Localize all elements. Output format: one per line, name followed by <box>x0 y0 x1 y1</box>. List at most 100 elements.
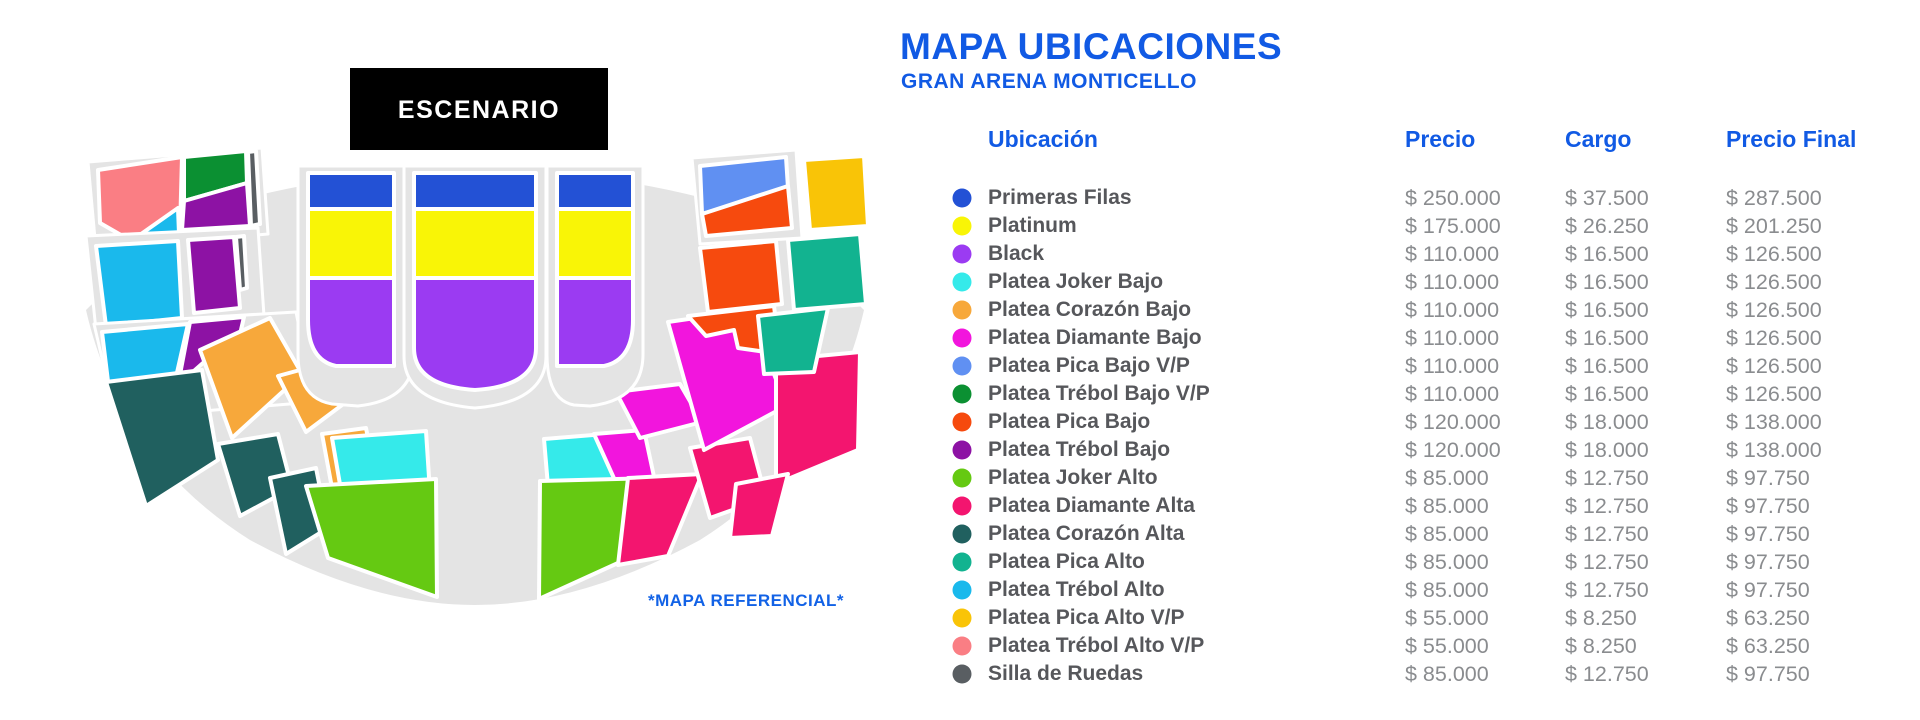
table-row: Platea Pica Alto V/P $ 55.000 $ 8.250 $ 63.… <box>952 604 1920 632</box>
precio-final-value: $ 126.500 <box>1726 241 1822 266</box>
section-name: Platea Pica Bajo <box>988 410 1151 433</box>
legend-color-cell <box>952 216 988 236</box>
table-row: Platea Diamante Bajo $ 110.000 $ 16.500 $ 1… <box>952 324 1920 352</box>
cargo-value: $ 37.500 <box>1565 185 1649 210</box>
legend-color-dot <box>952 328 972 348</box>
precio-final-value: $ 138.000 <box>1726 409 1822 434</box>
legend-color-dot <box>952 496 972 516</box>
legend-color-dot <box>952 272 972 292</box>
section-joker-alto-left <box>304 477 439 599</box>
cargo-value: $ 16.500 <box>1565 353 1649 378</box>
legend-color-dot <box>952 524 972 544</box>
section-name: Platea Pica Alto <box>988 550 1145 573</box>
legend-color-cell <box>952 580 988 600</box>
section-diamante-alta-right <box>616 472 704 567</box>
table-row: Platea Joker Alto $ 85.000 $ 12.750 $ 97.75… <box>952 464 1920 492</box>
legend-color-cell <box>952 328 988 348</box>
legend-color-dot <box>952 664 972 684</box>
precio-value: $ 110.000 <box>1405 269 1500 294</box>
section-name: Platea Pica Bajo V/P <box>988 354 1190 377</box>
section-platinum-3 <box>555 207 635 280</box>
precio-value: $ 85.000 <box>1405 549 1489 574</box>
section-trebol-bajo-mid <box>186 235 242 315</box>
precio-value: $ 110.000 <box>1405 381 1500 406</box>
precio-final-value: $ 126.500 <box>1726 381 1822 406</box>
table-row: Platea Joker Bajo $ 110.000 $ 16.500 $ 126.… <box>952 268 1920 296</box>
legend-color-cell <box>952 300 988 320</box>
section-trebol-alto-mid <box>94 239 184 328</box>
section-platinum-1 <box>306 207 396 280</box>
precio-value: $ 120.000 <box>1405 409 1501 434</box>
section-name: Primeras Filas <box>988 186 1132 209</box>
table-row: Platea Corazón Bajo $ 110.000 $ 16.500 $ 12… <box>952 296 1920 324</box>
legend-color-dot <box>952 552 972 572</box>
precio-final-value: $ 201.250 <box>1726 213 1822 238</box>
precio-value: $ 85.000 <box>1405 493 1489 518</box>
legend-color-dot <box>952 580 972 600</box>
cargo-value: $ 8.250 <box>1565 633 1637 658</box>
precio-value: $ 120.000 <box>1405 437 1501 462</box>
section-diamante-alta-low <box>728 472 790 540</box>
cargo-value: $ 18.000 <box>1565 437 1649 462</box>
legend-color-dot <box>952 636 972 656</box>
table-row: Silla de Ruedas $ 85.000 $ 12.750 $ 97.750 <box>952 660 1920 688</box>
section-name: Platea Diamante Bajo <box>988 326 1202 349</box>
table-row: Primeras Filas $ 250.000 $ 37.500 $ 287.500 <box>952 184 1920 212</box>
table-row: Platea Trébol Bajo $ 120.000 $ 18.000 $ 138… <box>952 436 1920 464</box>
cargo-value: $ 26.250 <box>1565 213 1649 238</box>
header-cargo: Cargo <box>1565 125 1632 152</box>
legend-color-dot <box>952 216 972 236</box>
table-row: Platea Diamante Alta $ 85.000 $ 12.750 $ 97… <box>952 492 1920 520</box>
page-title: MAPA UBICACIONES <box>900 26 1283 67</box>
cargo-value: $ 12.750 <box>1565 521 1649 546</box>
legend-color-dot <box>952 384 972 404</box>
table-row: Platea Trébol Alto V/P $ 55.000 $ 8.250 $ 6… <box>952 632 1920 660</box>
table-row: Platea Trébol Bajo V/P $ 110.000 $ 16.500 $… <box>952 380 1920 408</box>
legend-color-cell <box>952 552 988 572</box>
stage-label: ESCENARIO <box>398 96 560 124</box>
section-name: Platea Trébol Bajo <box>988 438 1171 461</box>
section-pica-alto-block <box>786 232 868 312</box>
section-diamante-alta-big <box>774 350 862 486</box>
precio-value: $ 55.000 <box>1405 633 1489 658</box>
section-primeras-filas-3 <box>555 171 635 211</box>
precio-final-value: $ 97.750 <box>1726 465 1810 490</box>
precio-final-value: $ 97.750 <box>1726 577 1810 602</box>
section-name: Platinum <box>988 214 1077 237</box>
precio-value: $ 110.000 <box>1405 241 1500 266</box>
legend-color-dot <box>952 468 972 488</box>
section-silla-de-ruedas-2 <box>234 234 249 292</box>
precio-value: $ 110.000 <box>1405 353 1500 378</box>
table-row: Platea Pica Alto $ 85.000 $ 12.750 $ 97.750 <box>952 548 1920 576</box>
precio-final-value: $ 126.500 <box>1726 297 1822 322</box>
section-name: Platea Corazón Alta <box>988 522 1185 545</box>
precio-final-value: $ 97.750 <box>1726 493 1810 518</box>
header-ubicacion: Ubicación <box>988 125 1098 152</box>
section-platinum-2 <box>412 207 538 280</box>
legend-color-dot <box>952 440 972 460</box>
legend-color-cell <box>952 664 988 684</box>
cargo-value: $ 16.500 <box>1565 269 1649 294</box>
precio-final-value: $ 63.250 <box>1726 633 1810 658</box>
table-row: Platea Trébol Alto $ 85.000 $ 12.750 $ 97.7… <box>952 576 1920 604</box>
legend-color-dot <box>952 608 972 628</box>
cargo-value: $ 16.500 <box>1565 325 1649 350</box>
cargo-value: $ 12.750 <box>1565 549 1649 574</box>
precio-value: $ 175.000 <box>1405 213 1501 238</box>
precio-value: $ 110.000 <box>1405 325 1500 350</box>
legend-color-cell <box>952 468 988 488</box>
precio-value: $ 85.000 <box>1405 661 1489 686</box>
section-silla-de-ruedas-1 <box>246 149 262 228</box>
legend-color-cell <box>952 440 988 460</box>
precio-value: $ 85.000 <box>1405 521 1489 546</box>
precio-final-value: $ 63.250 <box>1726 605 1810 630</box>
section-name: Platea Pica Alto V/P <box>988 606 1185 629</box>
legend-color-cell <box>952 272 988 292</box>
legend-color-cell <box>952 356 988 376</box>
section-name: Black <box>988 242 1045 265</box>
legend-color-dot <box>952 356 972 376</box>
section-pica-bajo-wing <box>700 184 794 238</box>
section-name: Platea Corazón Bajo <box>988 298 1192 321</box>
precio-final-value: $ 126.500 <box>1726 353 1822 378</box>
section-black-1 <box>306 276 396 368</box>
